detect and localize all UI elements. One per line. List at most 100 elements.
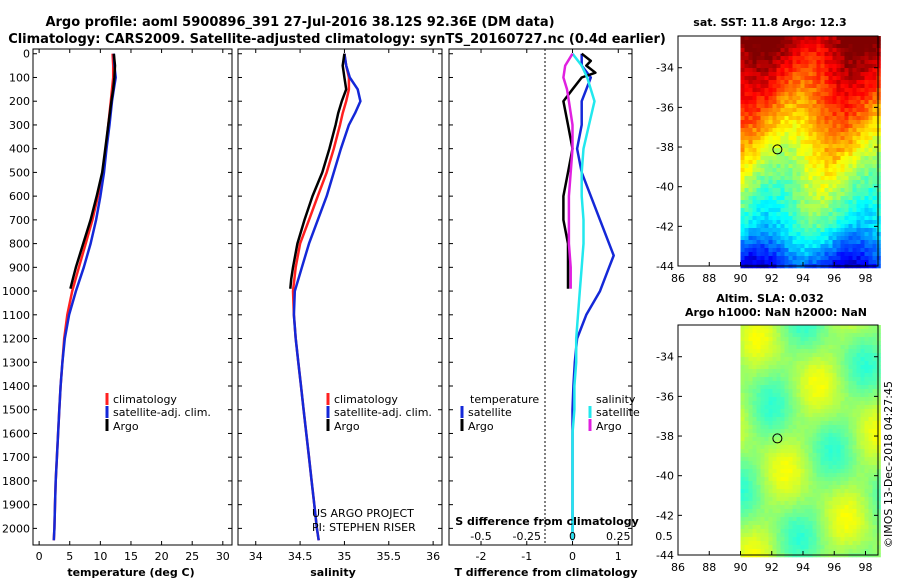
series-line-satellite-adj-clim-	[52, 53, 117, 541]
s-difference-axis-label: S difference from climatology	[455, 515, 639, 528]
temperature-axis-label: temperature (deg C)	[67, 566, 194, 579]
t-difference-axis-label: T difference from climatology	[454, 566, 637, 579]
lat-tick-label: -36	[656, 101, 674, 114]
legend-t-argo: Argo	[468, 420, 494, 433]
lon-tick-label: 94	[796, 561, 810, 574]
legend-satellite-adj: satellite-adj. clim.	[334, 406, 432, 419]
legend-argo: Argo	[334, 420, 360, 433]
legend-salinity-heading: salinity	[596, 393, 636, 406]
legend-temperature-heading: temperature	[470, 393, 539, 406]
lat-tick-label: -36	[656, 390, 674, 403]
depth-tick-label: 900	[9, 261, 30, 274]
lon-tick-label: 86	[671, 272, 685, 285]
salinity-axis-label: salinity	[310, 566, 356, 579]
salinity-profiles	[289, 53, 362, 541]
depth-tick-label: 1200	[2, 333, 30, 346]
sst-map-title: sat. SST: 11.8 Argo: 12.3	[693, 16, 846, 29]
legend-s-argo: Argo	[596, 420, 622, 433]
lat-tick-label: -44	[656, 549, 674, 562]
depth-tick-label: 1300	[2, 356, 30, 369]
s-tick-label: 0.25	[606, 530, 631, 543]
lon-tick-label: 94	[796, 272, 810, 285]
imos-timestamp: ©IMOS 13-Dec-2018 04:27:45	[882, 381, 895, 548]
depth-tick-label: 0	[23, 48, 30, 61]
x-tick-label: 34	[249, 550, 263, 563]
series-line-satellite-adj-clim-	[292, 53, 362, 541]
series-line-climatology	[52, 53, 115, 541]
x-tick-label: 35	[337, 550, 351, 563]
depth-axis-ticks: 0 100 200 300 400 500 600 700 800 900 1000 1100 1200…	[2, 48, 632, 535]
x-tick-label: -2	[476, 550, 487, 563]
lon-tick-label: 98	[859, 272, 873, 285]
depth-tick-label: 2000	[2, 522, 30, 535]
depth-tick-label: 100	[9, 71, 30, 84]
depth-tick-label: 1000	[2, 285, 30, 298]
x-tick-label: 34.5	[288, 550, 313, 563]
x-tick-label: 35.5	[377, 550, 402, 563]
sst-map-frame	[677, 35, 879, 267]
difference-panel-frame	[448, 48, 633, 546]
depth-tick-label: 1100	[2, 309, 30, 322]
sst-map	[740, 36, 881, 269]
lon-tick-label: 90	[734, 272, 748, 285]
sla-map-subtitle: Argo h1000: NaN h2000: NaN	[685, 306, 867, 319]
depth-tick-label: 200	[9, 95, 30, 108]
legend-argo: Argo	[113, 420, 139, 433]
lat-tick-label: -42	[656, 220, 674, 233]
temperature-legend: climatology satellite-adj. clim. Argo	[105, 393, 211, 433]
x-tick-label: 36	[426, 550, 440, 563]
depth-tick-label: 300	[9, 119, 30, 132]
lon-tick-label: 86	[671, 561, 685, 574]
lat-tick-label: -40	[656, 181, 674, 194]
x-tick-label: 10	[93, 550, 107, 563]
x-tick-label: 0	[36, 550, 43, 563]
lon-tick-label: 96	[827, 561, 841, 574]
lat-tick-label: -42	[656, 509, 674, 522]
lat-tick-label: -34	[656, 351, 674, 364]
lon-tick-label: 92	[765, 272, 779, 285]
legend-climatology: climatology	[113, 393, 177, 406]
temperature-panel-frame	[32, 48, 233, 546]
depth-tick-label: 700	[9, 214, 30, 227]
lat-tick-label: -38	[656, 141, 674, 154]
depth-tick-label: 1600	[2, 427, 30, 440]
figure-title-line-2: Climatology: CARS2009. Satellite-adjuste…	[8, 32, 666, 47]
lon-tick-label: 92	[765, 561, 779, 574]
legend-satellite-adj: satellite-adj. clim.	[113, 406, 211, 419]
lat-tick-label: -40	[656, 470, 674, 483]
x-tick-label: 5	[66, 550, 73, 563]
lon-tick-label: 88	[702, 561, 716, 574]
s-tick-label: -0.25	[513, 530, 541, 543]
series-line-climatology	[291, 53, 351, 541]
s-tick-label: 0.5	[655, 530, 673, 543]
x-tick-label: 15	[124, 550, 138, 563]
difference-profiles	[562, 52, 615, 541]
temperature-profiles	[52, 53, 117, 541]
series-line-argo	[289, 53, 348, 289]
salinity-panel-frame	[237, 48, 443, 546]
figure-title-line-1: Argo profile: aoml 5900896_391 27-Jul-20…	[45, 15, 554, 30]
depth-tick-label: 800	[9, 238, 30, 251]
x-tick-label: 1	[615, 550, 622, 563]
depth-tick-label: 1900	[2, 499, 30, 512]
s-tick-label: -0.5	[470, 530, 491, 543]
lon-tick-label: 90	[734, 561, 748, 574]
x-axis-ticks: 0 5 10 15 20 25 30 34 34.5 35 35.5 36 -2 -1 0 1 -0.5 -0.2…	[36, 49, 673, 563]
lon-tick-label: 88	[702, 272, 716, 285]
x-tick-label: 30	[216, 550, 230, 563]
x-tick-label: 25	[185, 550, 199, 563]
salinity-legend: climatology satellite-adj. clim. Argo	[326, 393, 432, 433]
series-line-salinity-argo	[562, 53, 574, 289]
x-tick-label: 0	[569, 550, 576, 563]
series-line-temperature-argo	[562, 52, 597, 289]
sla-map-title: Altim. SLA: 0.032	[716, 292, 823, 305]
series-line-salinity-satellite	[571, 52, 596, 541]
argo-location-marker	[772, 433, 783, 444]
depth-tick-label: 1500	[2, 404, 30, 417]
lat-tick-label: -34	[656, 62, 674, 75]
depth-tick-label: 600	[9, 190, 30, 203]
legend-t-satellite: satellite	[468, 406, 512, 419]
lat-tick-label: -44	[656, 260, 674, 273]
